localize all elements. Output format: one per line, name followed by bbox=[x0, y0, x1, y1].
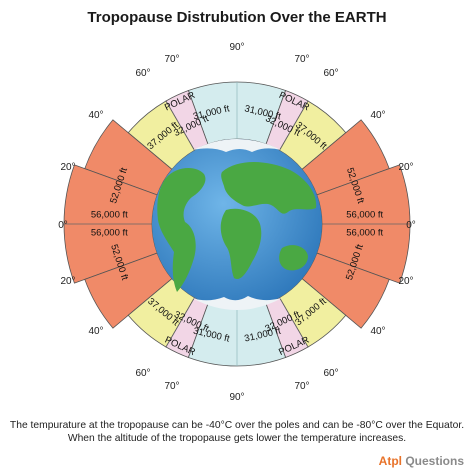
lat-label-20-bottom-right: 20° bbox=[398, 276, 413, 287]
earth-globe bbox=[152, 139, 322, 310]
lat-label-0-left: 0° bbox=[58, 220, 68, 231]
zone-divider bbox=[165, 297, 195, 348]
lat-label-40-top-right: 40° bbox=[370, 110, 385, 121]
antarctic-ice bbox=[192, 296, 282, 310]
brand-logo: Atpl Questions bbox=[379, 454, 464, 468]
lat-label-60-top-right: 60° bbox=[323, 68, 338, 79]
latitude-labels: 90° 70° 70° 60° 60° 40° 40° 20° 20° 0° 0… bbox=[58, 42, 416, 403]
brand-accent: Atpl bbox=[378, 454, 402, 468]
equator-label-left-lower: 56,000 ft bbox=[91, 227, 128, 238]
zone-divider bbox=[279, 100, 309, 151]
lat-label-20-bottom-left: 20° bbox=[60, 276, 75, 287]
lat-label-60-top-left: 60° bbox=[135, 68, 150, 79]
tropopause-diagram: 90° 70° 70° 60° 60° 40° 40° 20° 20° 0° 0… bbox=[58, 42, 416, 403]
lat-label-60-bottom-right: 60° bbox=[323, 368, 338, 379]
americas-landmass bbox=[157, 168, 206, 292]
lat-label-0-right: 0° bbox=[406, 220, 416, 231]
lat-label-20-top-right: 20° bbox=[398, 162, 413, 173]
equator-label-left-upper: 56,000 ft bbox=[91, 210, 128, 221]
africa-landmass bbox=[220, 208, 262, 280]
lat-label-40-bottom-left: 40° bbox=[88, 326, 103, 337]
lat-label-70-bottom-left: 70° bbox=[164, 381, 179, 392]
equator-label-right-upper: 56,000 ft bbox=[346, 210, 383, 221]
caption-line-2: When the altitude of the tropopause gets… bbox=[67, 433, 407, 444]
lat-label-90-bottom: 90° bbox=[229, 392, 244, 403]
lat-label-70-bottom-right: 70° bbox=[294, 381, 309, 392]
lat-label-60-bottom-left: 60° bbox=[135, 368, 150, 379]
zone-divider bbox=[279, 297, 309, 348]
zone-divider bbox=[165, 100, 195, 151]
australia-landmass bbox=[279, 245, 308, 271]
lat-label-40-bottom-right: 40° bbox=[370, 326, 385, 337]
europe-asia-landmass bbox=[221, 162, 317, 214]
diagram-title: Tropopause Distrubution Over the EARTH bbox=[87, 9, 387, 26]
lat-label-70-top-left: 70° bbox=[164, 54, 179, 65]
brand-rest: Questions bbox=[401, 454, 464, 468]
lat-label-40-top-left: 40° bbox=[88, 110, 103, 121]
equator-label-right-lower: 56,000 ft bbox=[346, 227, 383, 238]
lat-label-70-top-right: 70° bbox=[294, 54, 309, 65]
arctic-ice bbox=[193, 139, 281, 152]
caption: The tempurature at the tropopause can be… bbox=[0, 419, 474, 445]
lat-label-90-top: 90° bbox=[229, 42, 244, 53]
lat-label-20-top-left: 20° bbox=[60, 162, 75, 173]
caption-line-1: The tempurature at the tropopause can be… bbox=[9, 420, 465, 431]
